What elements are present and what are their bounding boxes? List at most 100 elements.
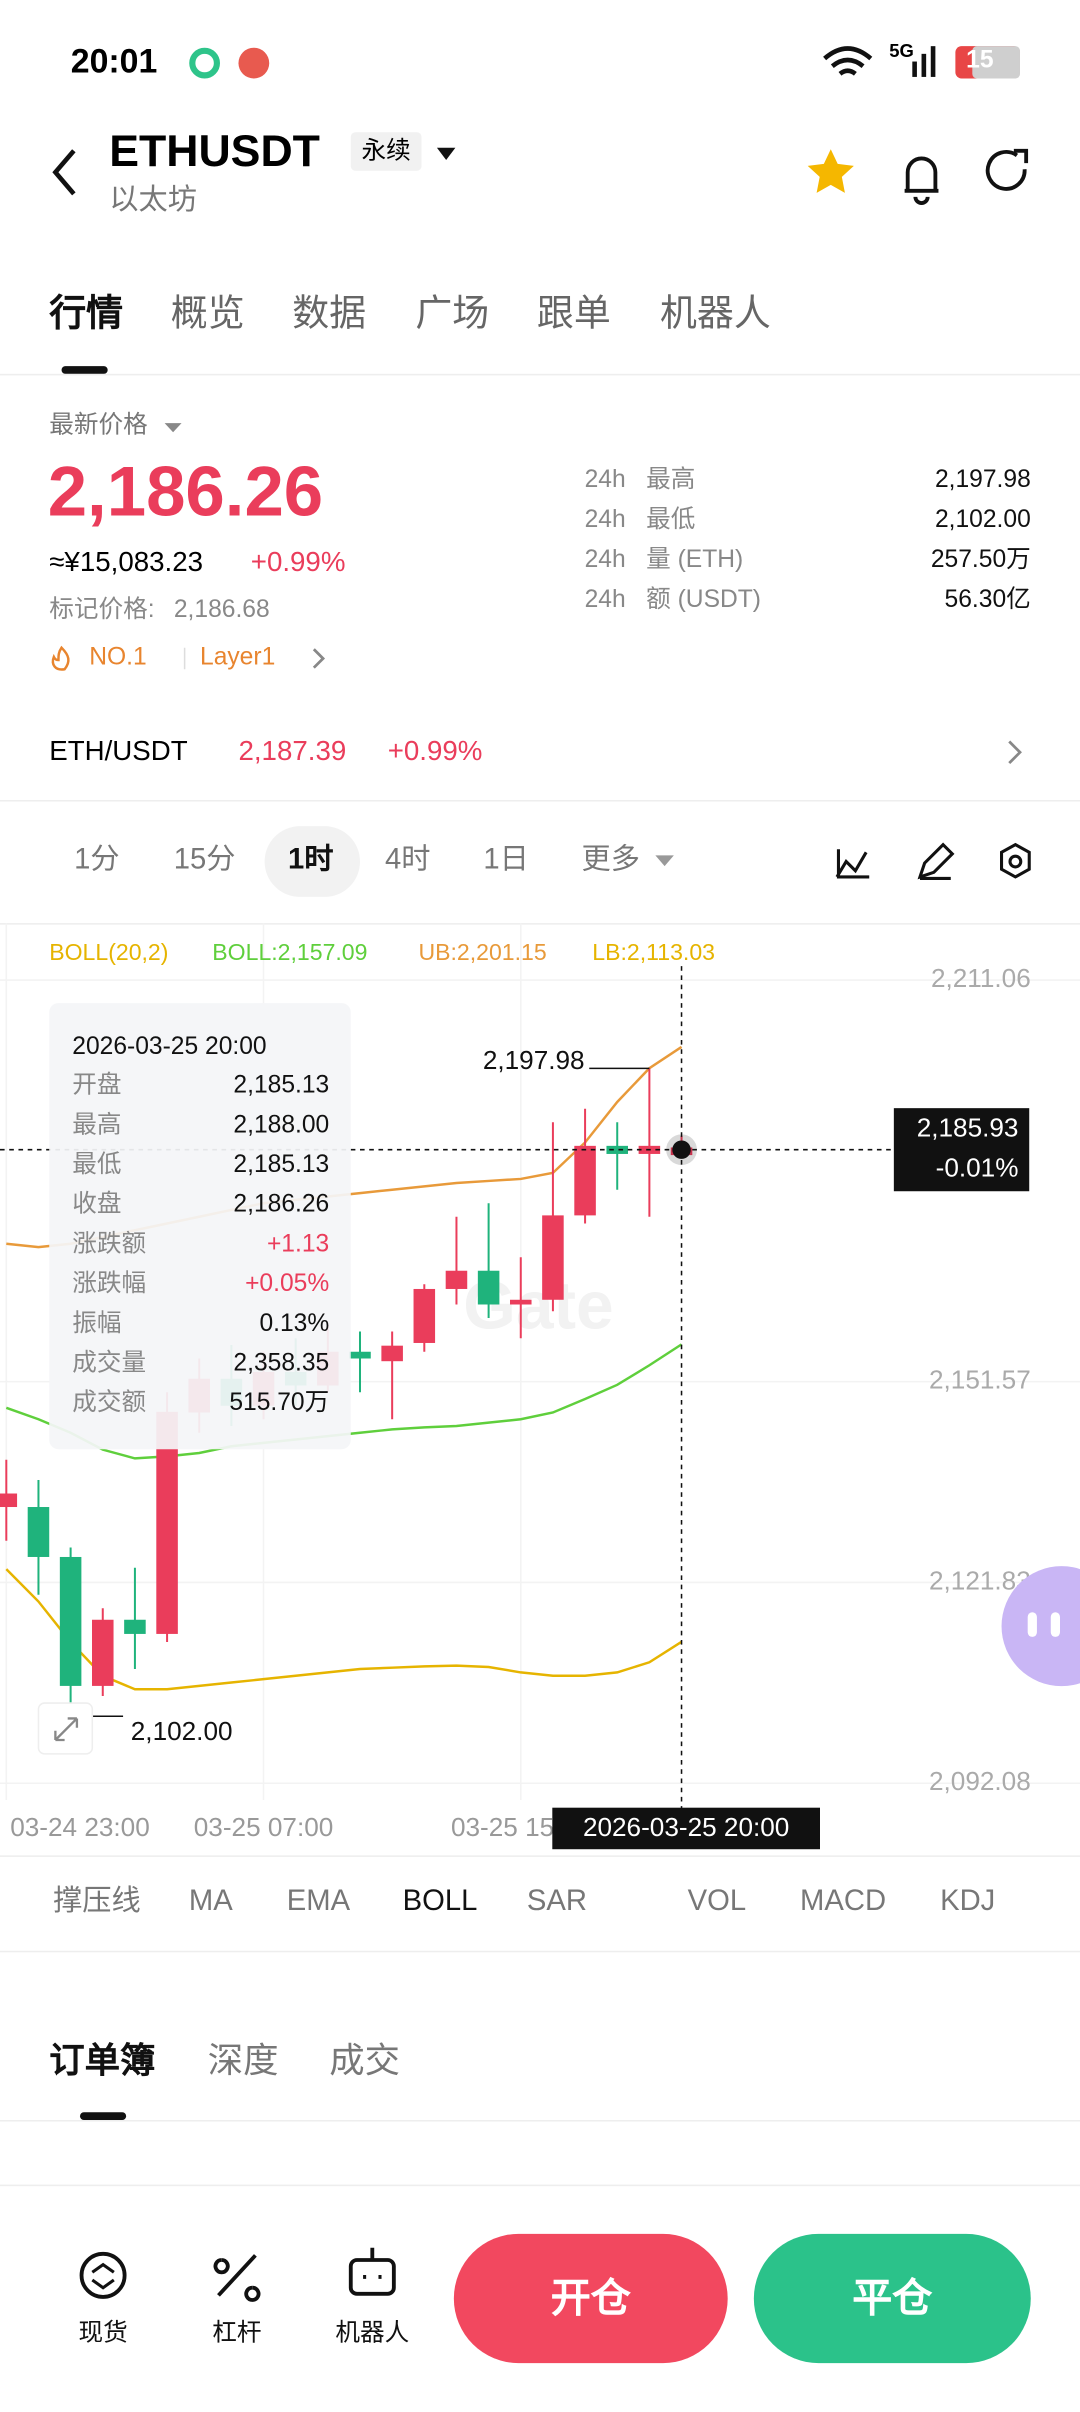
- mark-price: 2,186.68: [173, 596, 270, 624]
- battery: 15: [966, 47, 994, 74]
- signal-icon: [912, 61, 917, 77]
- share-icon[interactable]: [985, 148, 1029, 191]
- y-tick-label: 2,092.08: [929, 1766, 1031, 1796]
- stat-value: 2,102.00: [934, 506, 1031, 533]
- tooltip-label: 涨跌幅: [72, 1269, 146, 1297]
- x-tick-label: 03-25 07:00: [194, 1812, 334, 1842]
- close-button[interactable]: [753, 2233, 1031, 2364]
- legend-entry: UB:2,201.15: [418, 939, 546, 965]
- badge[interactable]: NO.1: [89, 644, 147, 671]
- interval[interactable]: 更多: [581, 844, 641, 877]
- indicator-icon[interactable]: [835, 849, 870, 879]
- divider: [0, 799, 1080, 802]
- dropdown-icon[interactable]: [436, 147, 456, 160]
- time-tag: [552, 1807, 820, 1850]
- candle-body: [27, 1507, 50, 1557]
- contract-badge[interactable]: 永续: [350, 132, 422, 172]
- change: +0.99%: [250, 546, 346, 577]
- stat-period: 24h: [584, 506, 626, 533]
- tab[interactable]: 概览: [170, 293, 245, 335]
- tooltip-label: 涨跌额: [72, 1229, 146, 1257]
- legend-entry: BOLL:2,157.09: [212, 939, 367, 965]
- nav-label[interactable]: 现货: [78, 2320, 128, 2347]
- kline-chart[interactable]: 2,211.062,151.572,121.832,092.08GateBOLL…: [0, 923, 1080, 1861]
- tab-underline: [61, 366, 108, 374]
- candle-body: [349, 1351, 371, 1359]
- nav-label[interactable]: 机器人: [335, 2320, 410, 2347]
- draw-icon[interactable]: [917, 842, 955, 880]
- spot-pair[interactable]: ETH/USDT: [49, 735, 188, 767]
- interval-active: [264, 826, 360, 897]
- assistant-eye: [1050, 1612, 1060, 1637]
- indicator-tab[interactable]: 撑压线: [53, 1885, 141, 1918]
- signal-icon: [930, 46, 936, 77]
- tab[interactable]: 行情: [49, 293, 124, 335]
- app-icon: [238, 47, 270, 79]
- cursor-dot: [672, 1140, 691, 1159]
- indicator-tab[interactable]: SAR: [526, 1885, 587, 1918]
- stat-period: 24h: [584, 586, 626, 613]
- divider: [0, 2184, 1080, 2187]
- expand-icon: [54, 1717, 79, 1742]
- chart-tools: [655, 842, 1031, 880]
- stat-period: 24h: [584, 546, 626, 573]
- cny-price: ≈¥15,083.23: [49, 546, 204, 577]
- price-tag: [893, 1108, 1030, 1192]
- low-label: 2,102.00: [131, 1716, 233, 1746]
- book-tab[interactable]: 深度: [207, 2040, 279, 2081]
- indicator-tab[interactable]: KDJ: [940, 1885, 996, 1918]
- candle-body: [606, 1145, 628, 1154]
- tooltip-value: 0.13%: [259, 1310, 329, 1337]
- assistant-bubble[interactable]: [1001, 1566, 1080, 1687]
- bell-icon[interactable]: [904, 156, 939, 205]
- stat-label: 量 (ETH): [646, 546, 744, 573]
- coin-name: 以太坊: [109, 184, 197, 217]
- indicator-tab[interactable]: VOL: [687, 1885, 747, 1918]
- tooltip: [49, 1003, 351, 1450]
- tab[interactable]: 机器人: [659, 293, 771, 335]
- settings-icon[interactable]: [999, 842, 1031, 879]
- indicator-tab[interactable]: MA: [188, 1885, 233, 1918]
- tooltip-value: 2,185.13: [233, 1151, 329, 1178]
- y-tick-label: 2,151.57: [929, 1365, 1031, 1395]
- network: 5G: [889, 39, 914, 62]
- tooltip-value: 2,358.35: [233, 1349, 329, 1376]
- tab[interactable]: 跟单: [536, 293, 611, 335]
- x-tick-label: 03-24 23:00: [10, 1812, 150, 1842]
- stat-period: 24h: [584, 466, 626, 493]
- interval[interactable]: 1分: [74, 844, 120, 877]
- badge[interactable]: Layer1: [199, 644, 276, 671]
- nav-icons: [79, 2247, 396, 2302]
- price-label: 最新价格: [49, 412, 148, 439]
- chevron[interactable]: [1003, 737, 1028, 768]
- back-icon[interactable]: [52, 149, 76, 196]
- candle-body: [0, 1493, 18, 1508]
- interval[interactable]: 1日: [483, 844, 529, 877]
- tooltip-value: 515.70万: [229, 1389, 329, 1416]
- book-tab[interactable]: 成交: [329, 2040, 400, 2081]
- star-icon[interactable]: [807, 149, 854, 193]
- tab[interactable]: 数据: [292, 293, 367, 335]
- interval[interactable]: 4时: [384, 844, 431, 877]
- stat-value: 257.50万: [930, 546, 1031, 573]
- tooltip-label: 收盘: [72, 1190, 121, 1218]
- nav-label[interactable]: 杠杆: [212, 2320, 262, 2347]
- candle-body: [59, 1556, 82, 1686]
- interval[interactable]: 1时: [288, 844, 334, 877]
- indicator-tab[interactable]: EMA: [286, 1885, 351, 1918]
- tab[interactable]: 广场: [415, 293, 490, 335]
- book-tab[interactable]: 订单簿: [49, 2040, 156, 2081]
- interval[interactable]: 15分: [173, 844, 236, 877]
- indicator-tab[interactable]: MACD: [800, 1885, 887, 1918]
- signal-icon: [921, 53, 927, 77]
- stat-label: 最低: [646, 506, 696, 533]
- open-button[interactable]: [453, 2233, 728, 2364]
- close-label[interactable]: 平仓: [852, 2274, 933, 2321]
- badge-icons: [51, 645, 326, 671]
- tooltip-label: 成交量: [72, 1348, 146, 1376]
- tooltip-label: 最低: [72, 1150, 121, 1178]
- indicator-tab[interactable]: BOLL: [402, 1885, 478, 1918]
- open-label[interactable]: 开仓: [550, 2274, 631, 2321]
